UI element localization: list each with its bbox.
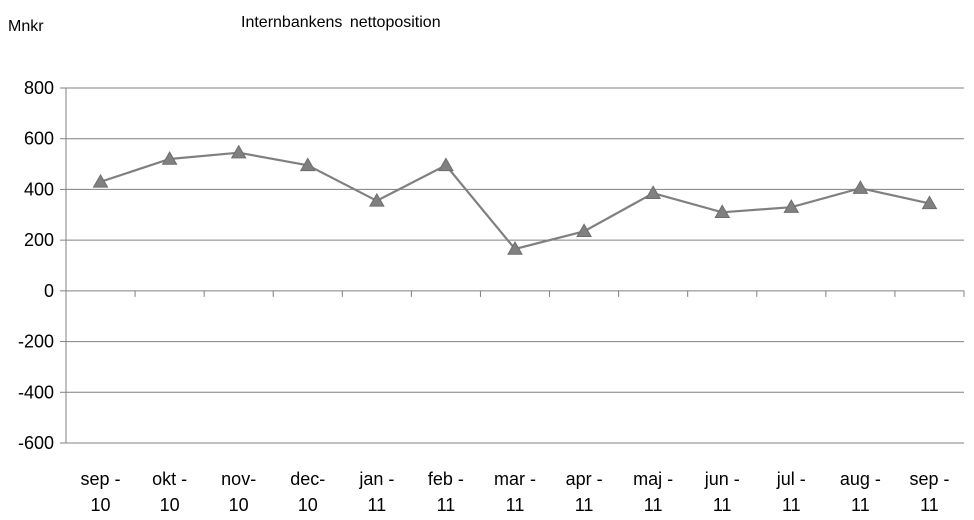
x-tick-label: okt -10 bbox=[152, 469, 187, 515]
y-tick-labels: 800 600 400 200 0 -200 -400 -600 bbox=[18, 78, 54, 453]
x-tick-label: jul -11 bbox=[776, 469, 806, 515]
chart-title: Internbankens nettoposition bbox=[241, 14, 441, 31]
x-tick-label: aug -11 bbox=[840, 469, 881, 515]
x-tick-label: jan -11 bbox=[358, 469, 394, 515]
x-tick-label: nov-10 bbox=[221, 469, 256, 515]
data-point-marker bbox=[645, 185, 662, 199]
data-point-marker bbox=[783, 199, 800, 213]
y-tick-label: -200 bbox=[18, 332, 54, 352]
y-tick-label: -600 bbox=[18, 433, 54, 453]
series-line bbox=[100, 151, 930, 251]
y-tick-label: -400 bbox=[18, 382, 54, 402]
data-point-marker bbox=[161, 150, 178, 165]
axes bbox=[60, 87, 965, 444]
y-tick-label: 400 bbox=[24, 179, 54, 199]
data-point-marker bbox=[230, 144, 247, 159]
x-tick-label: maj -11 bbox=[633, 469, 673, 515]
x-tick-labels: sep -10 okt -10 nov-10 dec-10 jan -11 feb -11… bbox=[81, 469, 950, 515]
data-point-marker bbox=[507, 241, 523, 255]
data-point-marker bbox=[852, 180, 869, 194]
x-tick-label: mar -11 bbox=[494, 469, 536, 515]
y-tick-label: 0 bbox=[44, 281, 54, 301]
x-tick-label: feb -11 bbox=[428, 469, 464, 515]
x-tick-label: apr -11 bbox=[566, 469, 603, 515]
series-group bbox=[92, 144, 938, 255]
gridlines bbox=[66, 87, 964, 444]
data-point-marker bbox=[438, 157, 454, 172]
x-tick-label: sep -11 bbox=[909, 469, 949, 515]
data-point-marker bbox=[576, 223, 592, 238]
y-tick-label: 800 bbox=[24, 78, 54, 98]
data-point-marker bbox=[368, 192, 385, 207]
y-tick-label: 200 bbox=[24, 230, 54, 250]
data-point-marker bbox=[714, 204, 731, 218]
data-point-marker bbox=[299, 157, 316, 172]
data-point-marker bbox=[921, 195, 938, 210]
data-point-marker bbox=[92, 173, 109, 188]
x-tick-label: dec-10 bbox=[290, 469, 325, 515]
y-tick-label: 600 bbox=[24, 129, 54, 149]
x-tick-label: sep -10 bbox=[81, 469, 121, 515]
x-tick-label: jun -11 bbox=[704, 469, 740, 515]
y-axis-unit-label: Mnkr bbox=[8, 18, 44, 35]
